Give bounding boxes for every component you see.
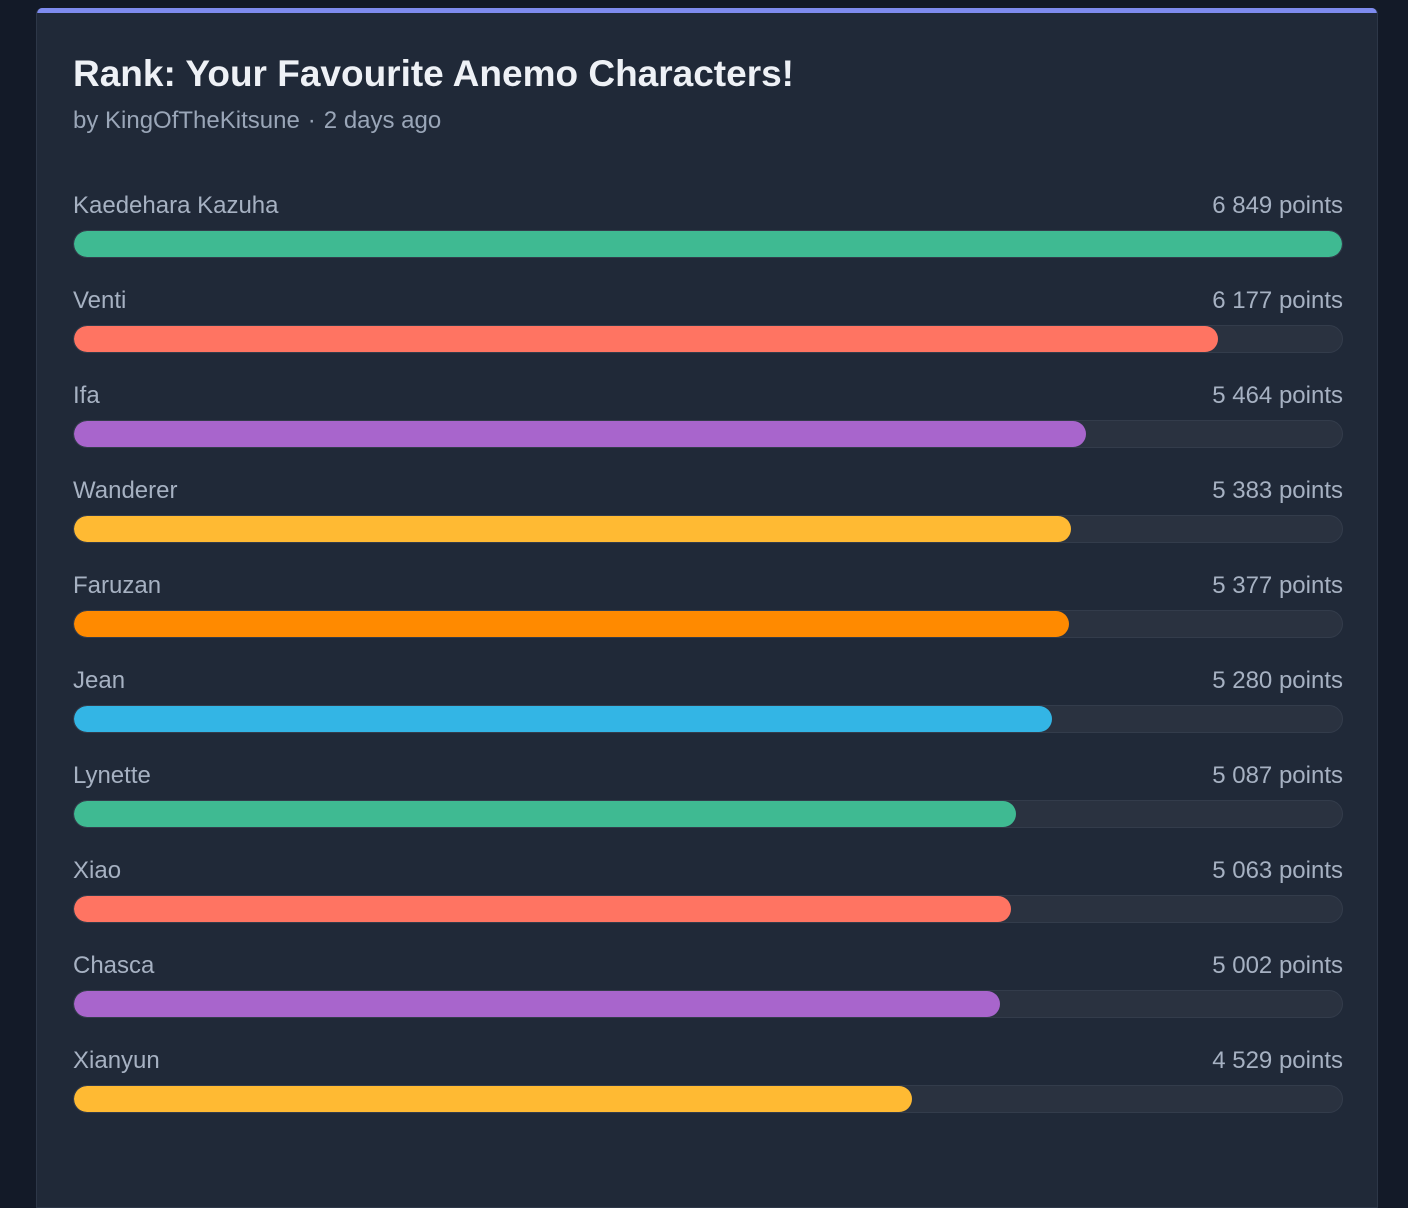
poll-author[interactable]: by KingOfTheKitsune xyxy=(73,107,300,134)
result-row: Ifa 5 464 points xyxy=(73,378,1343,473)
result-name: Faruzan xyxy=(73,572,162,599)
poll-title: Rank: Your Favourite Anemo Characters! xyxy=(73,53,794,94)
result-bar-fill xyxy=(74,896,1012,922)
result-row: Chasca 5 002 points xyxy=(73,948,1343,1043)
result-name: Xianyun xyxy=(73,1047,160,1074)
result-bar-track xyxy=(73,895,1343,923)
results-list: Kaedehara Kazuha 6 849 points Venti 6 177 p… xyxy=(73,188,1343,1138)
result-points: 5 002 points xyxy=(1212,952,1343,979)
accent-bar xyxy=(37,8,1377,13)
result-bar-track xyxy=(73,1085,1343,1113)
result-bar-track xyxy=(73,515,1343,543)
result-name: Chasca xyxy=(73,952,155,979)
result-points: 4 529 points xyxy=(1212,1047,1343,1074)
result-bar-track xyxy=(73,800,1343,828)
result-row: Faruzan 5 377 points xyxy=(73,568,1343,663)
result-bar-fill xyxy=(74,326,1218,352)
result-row: Xianyun 4 529 points xyxy=(73,1043,1343,1138)
result-bar-fill xyxy=(74,706,1052,732)
result-bar-track xyxy=(73,610,1343,638)
result-header: Venti 6 177 points xyxy=(73,283,1343,319)
result-name: Jean xyxy=(73,667,126,694)
result-header: Faruzan 5 377 points xyxy=(73,568,1343,604)
poll-meta: by KingOfTheKitsune · 2 days ago xyxy=(73,106,441,136)
result-row: Venti 6 177 points xyxy=(73,283,1343,378)
result-bar-fill xyxy=(74,231,1342,257)
result-header: Jean 5 280 points xyxy=(73,663,1343,699)
result-bar-track xyxy=(73,420,1343,448)
result-bar-track xyxy=(73,990,1343,1018)
result-header: Xiao 5 063 points xyxy=(73,853,1343,889)
poll-timestamp: 2 days ago xyxy=(323,107,442,134)
result-name: Xiao xyxy=(73,857,122,884)
result-name: Lynette xyxy=(73,762,151,789)
result-bar-fill xyxy=(74,421,1086,447)
result-points: 5 087 points xyxy=(1212,762,1343,789)
result-name: Wanderer xyxy=(73,477,178,504)
result-points: 5 377 points xyxy=(1212,572,1343,599)
result-row: Kaedehara Kazuha 6 849 points xyxy=(73,188,1343,283)
result-name: Kaedehara Kazuha xyxy=(73,192,279,219)
result-points: 6 177 points xyxy=(1212,287,1343,314)
result-bar-track xyxy=(73,705,1343,733)
result-row: Lynette 5 087 points xyxy=(73,758,1343,853)
meta-separator: · xyxy=(307,107,316,134)
result-row: Xiao 5 063 points xyxy=(73,853,1343,948)
result-header: Kaedehara Kazuha 6 849 points xyxy=(73,188,1343,224)
result-points: 5 280 points xyxy=(1212,667,1343,694)
result-points: 5 063 points xyxy=(1212,857,1343,884)
poll-card: Rank: Your Favourite Anemo Characters! b… xyxy=(36,8,1378,1208)
result-header: Wanderer 5 383 points xyxy=(73,473,1343,509)
result-header: Chasca 5 002 points xyxy=(73,948,1343,984)
result-points: 5 464 points xyxy=(1212,382,1343,409)
result-header: Ifa 5 464 points xyxy=(73,378,1343,414)
result-points: 5 383 points xyxy=(1212,477,1343,504)
result-bar-fill xyxy=(74,516,1071,542)
result-name: Ifa xyxy=(73,382,100,409)
result-points: 6 849 points xyxy=(1212,192,1343,219)
result-bar-track xyxy=(73,325,1343,353)
result-bar-fill xyxy=(74,1086,913,1112)
result-header: Xianyun 4 529 points xyxy=(73,1043,1343,1079)
result-row: Jean 5 280 points xyxy=(73,663,1343,758)
result-header: Lynette 5 087 points xyxy=(73,758,1343,794)
result-row: Wanderer 5 383 points xyxy=(73,473,1343,568)
result-bar-fill xyxy=(74,991,1001,1017)
result-bar-track xyxy=(73,230,1343,258)
result-name: Venti xyxy=(73,287,127,314)
result-bar-fill xyxy=(74,801,1016,827)
result-bar-fill xyxy=(74,611,1070,637)
